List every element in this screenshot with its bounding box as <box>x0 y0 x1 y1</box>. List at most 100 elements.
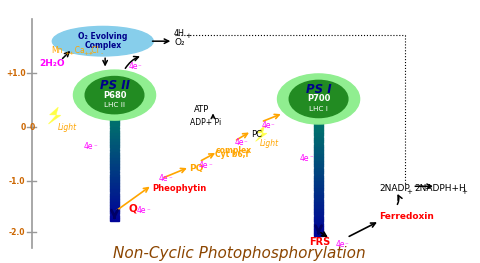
Bar <box>314 212 323 215</box>
Text: 4e: 4e <box>336 240 345 249</box>
Bar <box>314 144 323 147</box>
Bar <box>110 158 119 161</box>
Bar <box>314 140 323 143</box>
Ellipse shape <box>289 80 348 118</box>
Bar <box>314 181 323 185</box>
Text: LHC I: LHC I <box>309 106 328 112</box>
Bar <box>314 150 323 154</box>
Text: ,Cl: ,Cl <box>90 46 99 55</box>
Bar <box>110 180 119 183</box>
Bar <box>110 98 119 101</box>
Bar <box>110 108 119 110</box>
Bar <box>314 130 323 133</box>
Bar <box>110 168 119 170</box>
Text: Pheophytin: Pheophytin <box>152 184 206 193</box>
Bar <box>314 102 323 105</box>
Bar <box>110 133 119 136</box>
Text: Cyt b6,f: Cyt b6,f <box>216 150 249 159</box>
Text: P700: P700 <box>307 94 330 103</box>
Bar <box>110 177 119 180</box>
Text: +1.0: +1.0 <box>6 69 25 78</box>
Text: 4e: 4e <box>234 138 244 147</box>
Bar <box>110 114 119 117</box>
Text: ⁻: ⁻ <box>345 242 348 249</box>
Text: ⁻: ⁻ <box>208 164 212 169</box>
Text: , Ca: , Ca <box>70 46 84 55</box>
Bar <box>110 196 119 199</box>
Bar <box>314 175 323 178</box>
Bar <box>110 111 119 114</box>
Text: 4e: 4e <box>84 142 94 151</box>
Bar <box>314 185 323 188</box>
Text: 2NADPH+H: 2NADPH+H <box>415 184 467 193</box>
Bar <box>110 171 119 174</box>
Bar <box>314 127 323 130</box>
Bar <box>314 171 323 174</box>
Text: +: + <box>185 33 191 39</box>
Bar <box>110 120 119 123</box>
Bar <box>314 222 323 226</box>
Bar <box>110 199 119 202</box>
Text: PS I: PS I <box>306 83 331 96</box>
Ellipse shape <box>277 74 360 124</box>
Text: 2H₂O: 2H₂O <box>39 59 65 68</box>
Text: 2NADP: 2NADP <box>380 184 410 193</box>
Bar <box>314 157 323 160</box>
Bar <box>314 229 323 233</box>
Text: O₂ Evolving: O₂ Evolving <box>78 32 128 41</box>
Text: ⁻: ⁻ <box>271 124 275 130</box>
Bar <box>314 219 323 222</box>
Text: PC: PC <box>252 130 263 139</box>
Text: -: - <box>101 51 103 56</box>
Text: Light: Light <box>260 139 279 148</box>
Polygon shape <box>48 107 60 124</box>
Bar <box>314 199 323 202</box>
Bar <box>314 120 323 123</box>
Bar <box>314 205 323 209</box>
Text: +: + <box>462 189 468 195</box>
Bar <box>314 161 323 164</box>
Text: -2.0: -2.0 <box>9 228 25 237</box>
Text: 4e: 4e <box>199 161 208 170</box>
Bar <box>110 139 119 142</box>
Text: ⁻: ⁻ <box>94 144 97 150</box>
Bar <box>110 152 119 155</box>
Bar <box>314 147 323 150</box>
Polygon shape <box>256 126 267 141</box>
Bar <box>110 130 119 133</box>
Text: ++: ++ <box>83 51 94 56</box>
Text: ⁻: ⁻ <box>147 209 151 214</box>
Text: 0: 0 <box>29 123 35 132</box>
Bar <box>314 226 323 229</box>
Text: 4e: 4e <box>300 154 309 163</box>
Text: PQ: PQ <box>190 164 204 173</box>
Text: -1.0: -1.0 <box>9 177 25 186</box>
Polygon shape <box>256 126 267 141</box>
Bar <box>110 202 119 205</box>
Text: LHC II: LHC II <box>104 102 125 108</box>
Bar <box>314 178 323 181</box>
Text: Light: Light <box>58 123 77 132</box>
Bar <box>314 188 323 191</box>
Text: ATP: ATP <box>194 105 209 114</box>
Text: 4e: 4e <box>137 206 146 215</box>
Bar <box>110 105 119 108</box>
Text: 4e: 4e <box>261 122 271 130</box>
Bar <box>110 123 119 126</box>
Bar <box>110 155 119 158</box>
Bar <box>110 218 119 221</box>
Bar <box>314 116 323 119</box>
Text: Mn: Mn <box>51 46 63 55</box>
Bar <box>314 137 323 140</box>
Bar <box>110 161 119 164</box>
Bar <box>314 202 323 205</box>
Bar <box>314 113 323 116</box>
Text: 4e: 4e <box>159 174 168 183</box>
Bar <box>314 133 323 136</box>
Text: Complex: Complex <box>84 41 121 49</box>
Bar <box>314 192 323 195</box>
Bar <box>314 209 323 212</box>
Bar <box>110 189 119 192</box>
Bar <box>314 168 323 171</box>
Bar <box>314 123 323 126</box>
